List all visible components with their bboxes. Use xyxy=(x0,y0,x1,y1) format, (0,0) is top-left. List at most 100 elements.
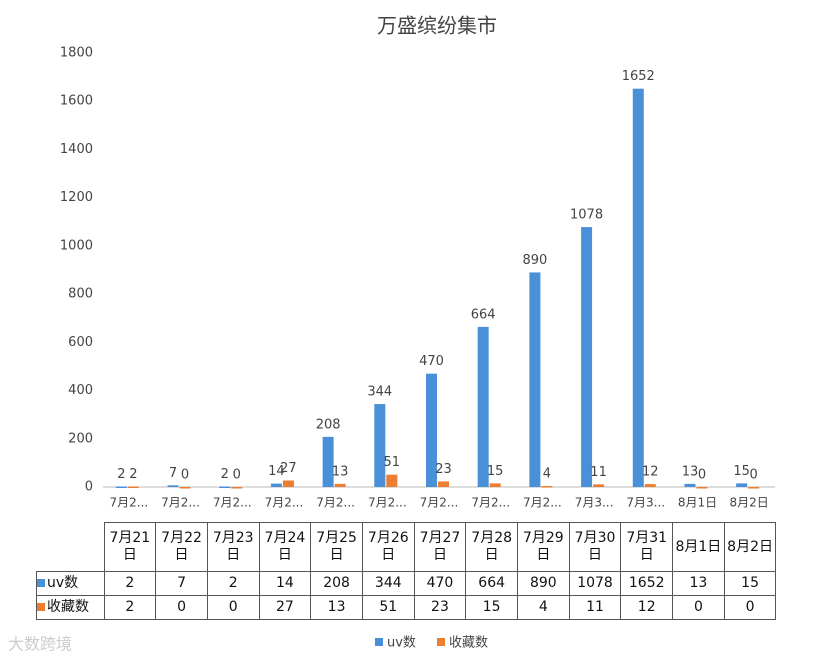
y-tick-label: 800 xyxy=(68,287,93,302)
bar xyxy=(270,483,282,487)
data-label: 14 xyxy=(268,464,285,479)
table-cell: 27 xyxy=(258,595,312,620)
bar xyxy=(736,483,748,487)
table-header-row: 7月21日 7月22日 7月23日 7月24日 7月25日 7月26日 7月27日 7月28日… xyxy=(36,522,777,572)
bar xyxy=(593,484,605,487)
table-header-cell: 7月26日 xyxy=(361,522,415,572)
data-label: 0 xyxy=(233,468,241,483)
data-label: 27 xyxy=(280,461,297,476)
bar xyxy=(219,486,231,489)
x-tick-label: 7月3... xyxy=(575,496,614,510)
bar xyxy=(581,227,593,488)
x-tick-label: 7月2... xyxy=(420,496,459,510)
y-tick-label: 0 xyxy=(85,480,93,495)
data-label: 1652 xyxy=(622,69,655,84)
x-tick-label: 7月2... xyxy=(471,496,510,510)
data-label: 15 xyxy=(733,464,750,479)
table-header-cell: 7月22日 xyxy=(155,522,208,572)
table-row-label: 收藏数 xyxy=(36,595,105,620)
data-label: 51 xyxy=(384,455,401,470)
table-header-cell: 7月30日 xyxy=(568,522,622,572)
table-header-cell: 7月25日 xyxy=(310,522,363,572)
table-cell: 0 xyxy=(155,595,208,620)
table-cell: 4 xyxy=(517,595,570,620)
data-label: 2 xyxy=(117,467,125,482)
table-cell: 470 xyxy=(413,571,467,596)
legend-label: 收藏数 xyxy=(449,636,488,651)
y-tick-label: 1800 xyxy=(60,46,93,61)
table-cell: 14 xyxy=(258,571,312,596)
table-cell: 2 xyxy=(103,595,157,620)
legend-swatch xyxy=(37,603,45,611)
y-tick-label: 400 xyxy=(68,383,93,398)
x-tick-label: 8月2日 xyxy=(730,496,769,510)
bar xyxy=(127,486,139,489)
y-tick-label: 1000 xyxy=(60,238,93,253)
table-cell: 208 xyxy=(310,571,363,596)
x-tick-label: 7月3... xyxy=(626,496,665,510)
data-label: 664 xyxy=(471,307,496,322)
table-header-cell: 7月27日 xyxy=(413,522,467,572)
table-cell: 23 xyxy=(413,595,467,620)
data-table: 7月21日 7月22日 7月23日 7月24日 7月25日 7月26日 7月27日 7月28日… xyxy=(36,522,777,620)
bar xyxy=(489,483,501,487)
table-cell: 12 xyxy=(620,595,674,620)
bar xyxy=(179,487,191,489)
watermark: 大数跨境 xyxy=(8,635,72,654)
table-header-cell: 7月24日 xyxy=(258,522,312,572)
data-label: 2 xyxy=(221,467,229,482)
bar xyxy=(632,88,644,487)
data-label: 2 xyxy=(129,467,137,482)
x-tick-label: 8月1日 xyxy=(678,496,717,510)
data-label: 0 xyxy=(698,468,706,483)
table-cell: 890 xyxy=(517,571,570,596)
data-label: 1078 xyxy=(570,208,603,223)
table-cell: 7 xyxy=(155,571,208,596)
table-row-label: uv数 xyxy=(36,571,105,596)
y-tick-label: 1400 xyxy=(60,142,93,157)
data-label: 12 xyxy=(642,465,659,480)
table-header-cell: 8月2日 xyxy=(723,522,777,572)
chart-title: 万盛缤纷集市 xyxy=(377,14,497,38)
table-cell: 51 xyxy=(361,595,415,620)
bar xyxy=(334,483,346,487)
data-label: 11 xyxy=(590,465,607,480)
data-label: 13 xyxy=(682,464,699,479)
y-tick-label: 200 xyxy=(68,431,93,446)
x-tick-label: 7月2... xyxy=(265,496,304,510)
bar xyxy=(374,404,386,487)
x-tick-label: 7月2... xyxy=(316,496,355,510)
data-label: 4 xyxy=(543,467,551,482)
bar xyxy=(696,487,708,489)
bar xyxy=(231,487,243,489)
table-corner xyxy=(36,522,105,572)
data-label: 0 xyxy=(181,468,189,483)
table-cell: 0 xyxy=(206,595,260,620)
bar xyxy=(477,326,489,487)
table-cell: 15 xyxy=(465,595,518,620)
series-name: uv数 xyxy=(47,575,79,591)
bar xyxy=(115,486,127,489)
x-tick-label: 7月2... xyxy=(523,496,562,510)
data-label: 13 xyxy=(332,464,349,479)
bar xyxy=(282,480,294,487)
x-tick-label: 7月2... xyxy=(161,496,200,510)
bar xyxy=(167,485,179,487)
bar xyxy=(438,481,449,487)
legend-label: uv数 xyxy=(387,636,416,651)
x-tick-label: 7月2... xyxy=(368,496,407,510)
series-name: 收藏数 xyxy=(47,599,89,615)
data-label: 470 xyxy=(419,354,444,369)
table-cell: 0 xyxy=(672,595,725,620)
bar xyxy=(529,272,541,487)
table-header-cell: 7月23日 xyxy=(206,522,260,572)
table-header-cell: 7月28日 xyxy=(465,522,518,572)
table-cell: 1652 xyxy=(620,571,674,596)
bar xyxy=(644,484,656,487)
data-label: 23 xyxy=(435,462,452,477)
table-cell: 11 xyxy=(568,595,622,620)
bar xyxy=(426,373,437,487)
table-cell: 664 xyxy=(465,571,518,596)
